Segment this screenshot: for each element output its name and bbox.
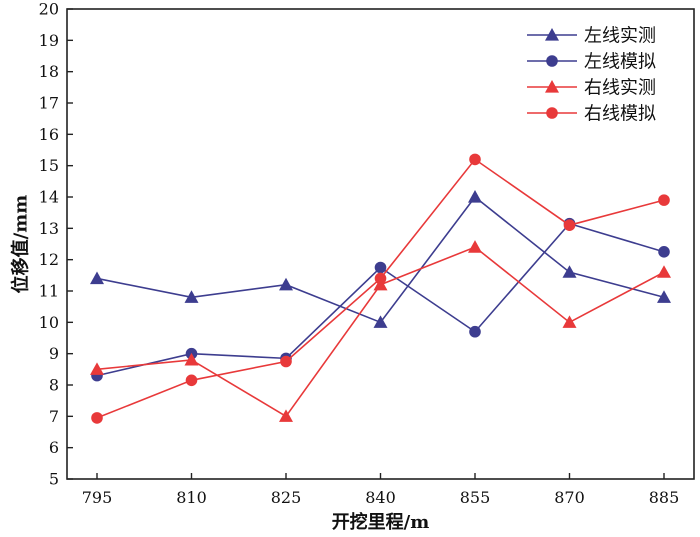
y-tick-label: 15 — [39, 156, 59, 175]
x-tick-label: 810 — [176, 488, 207, 507]
data-point — [469, 153, 481, 166]
legend-marker — [545, 80, 559, 93]
x-tick-label: 870 — [554, 488, 585, 507]
y-tick-label: 17 — [39, 94, 59, 113]
y-tick-label: 8 — [49, 376, 59, 395]
series-layer — [90, 153, 671, 424]
data-point — [657, 290, 671, 303]
legend-marker — [545, 28, 559, 41]
y-tick-label: 7 — [49, 407, 59, 426]
x-tick-label: 825 — [271, 488, 302, 507]
data-point — [658, 246, 670, 258]
y-tick-label: 14 — [39, 188, 59, 207]
legend-label: 左线实测 — [584, 26, 656, 47]
data-point — [184, 290, 199, 303]
data-point — [657, 265, 671, 278]
y-axis-title: 位移值/mm — [10, 195, 32, 294]
data-point — [563, 219, 576, 231]
data-point — [185, 374, 198, 387]
data-point — [468, 240, 482, 253]
y-tick-label: 6 — [49, 438, 59, 457]
data-point — [373, 315, 388, 328]
y-tick-label: 18 — [39, 62, 59, 81]
data-point — [279, 277, 293, 291]
legend-label: 右线实测 — [584, 78, 656, 99]
axes: 5 6 7 8 9 10 11 12 13 14 15 16 17 18 19 20 795 810 825 840 8… — [39, 0, 695, 507]
data-point — [374, 261, 387, 274]
y-tick-label: 19 — [39, 31, 59, 50]
legend-item: 右线模拟 — [527, 104, 656, 125]
y-tick-label: 13 — [39, 219, 59, 238]
y-tick-label: 10 — [39, 313, 59, 332]
legend-item: 右线实测 — [527, 78, 656, 99]
legend-marker — [546, 107, 558, 119]
data-point — [658, 194, 670, 206]
series-3 — [90, 240, 671, 422]
data-point — [91, 412, 103, 424]
data-point — [90, 271, 104, 285]
x-tick-label: 840 — [365, 488, 396, 507]
y-tick-label: 9 — [49, 344, 59, 363]
data-point — [468, 190, 482, 203]
data-point — [90, 362, 104, 375]
data-point — [562, 315, 577, 328]
y-tick-label: 12 — [39, 250, 59, 269]
x-tick-label: 795 — [82, 488, 113, 507]
data-point — [279, 409, 293, 422]
y-tick-label: 16 — [39, 125, 59, 144]
data-point — [469, 325, 481, 338]
series-2 — [91, 217, 670, 382]
y-tick-label: 5 — [49, 470, 59, 489]
legend-label: 左线模拟 — [584, 52, 656, 73]
data-point — [374, 272, 387, 285]
legend-label: 右线模拟 — [584, 104, 656, 125]
series-line — [96, 222, 665, 377]
series-line — [96, 195, 665, 324]
legend-item: 左线实测 — [527, 26, 656, 47]
legend-item: 左线模拟 — [527, 52, 656, 73]
legend-marker — [546, 55, 558, 67]
data-point — [184, 352, 199, 366]
series-4 — [91, 153, 670, 424]
x-tick-label: 885 — [649, 488, 680, 507]
data-point — [562, 265, 577, 278]
x-axis-title: 开挖里程/m — [332, 511, 430, 533]
data-point — [280, 355, 292, 368]
y-tick-label: 20 — [39, 0, 59, 19]
y-tick-label: 11 — [39, 282, 59, 301]
series-1 — [90, 190, 671, 328]
x-tick-label: 855 — [460, 488, 491, 507]
